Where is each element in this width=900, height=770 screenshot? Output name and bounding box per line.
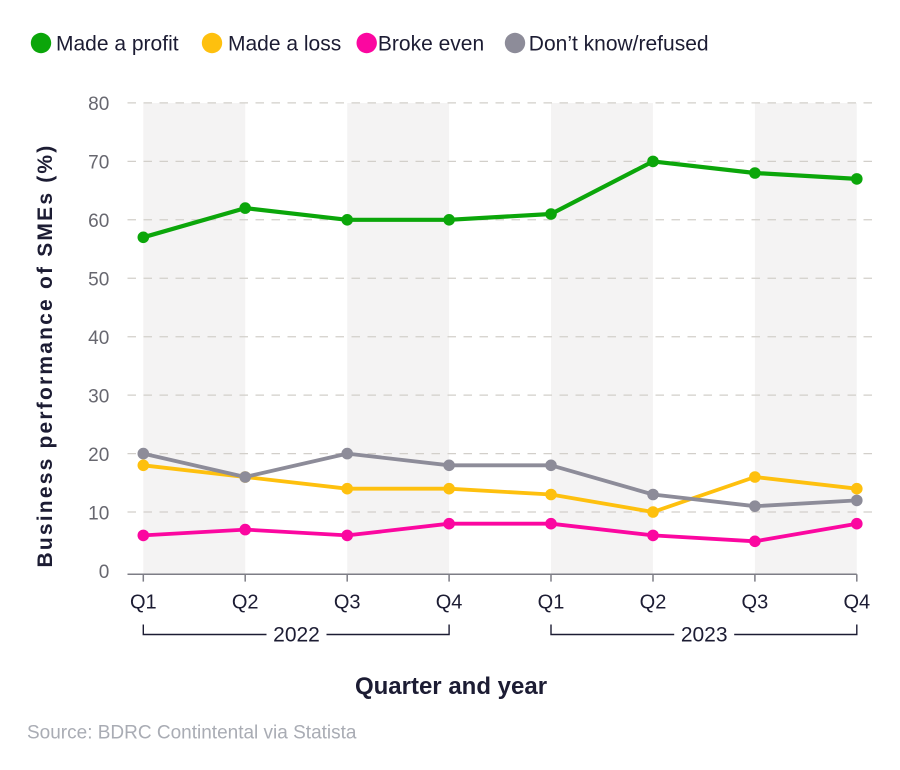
svg-text:40: 40 [88,328,109,349]
svg-text:Q2: Q2 [232,591,259,613]
svg-text:20: 20 [88,445,109,466]
svg-text:Broke even: Broke even [378,33,484,56]
svg-text:50: 50 [88,270,109,291]
svg-text:10: 10 [88,503,109,524]
svg-text:Q2: Q2 [640,591,667,613]
svg-text:Quarter and year: Quarter and year [355,673,547,700]
svg-text:70: 70 [88,153,109,174]
svg-text:Q1: Q1 [538,591,565,613]
svg-text:60: 60 [88,211,109,232]
svg-text:Q4: Q4 [436,591,463,613]
svg-text:2023: 2023 [681,624,728,647]
svg-text:Don’t know/refused: Don’t know/refused [529,33,709,56]
svg-text:Made a loss: Made a loss [228,33,341,56]
svg-text:Source: BDRC Contintental via: Source: BDRC Contintental via Statista [27,723,357,744]
svg-text:Q3: Q3 [334,591,361,613]
svg-text:Made a profit: Made a profit [56,33,179,56]
svg-text:2022: 2022 [273,624,320,647]
svg-text:30: 30 [88,386,109,407]
svg-text:Q4: Q4 [843,591,870,613]
svg-text:Business performance of SMEs (: Business performance of SMEs (%) [34,144,57,568]
svg-text:Q3: Q3 [742,591,769,613]
svg-text:80: 80 [88,94,109,115]
svg-text:0: 0 [99,562,110,583]
svg-text:Q1: Q1 [130,591,157,613]
